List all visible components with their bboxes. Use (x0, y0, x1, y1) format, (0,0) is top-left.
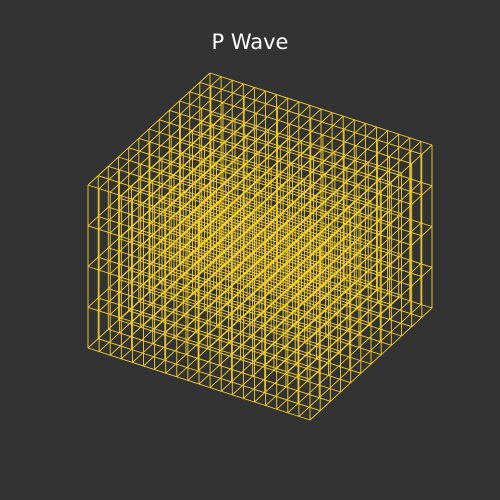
grid-row-line (108, 206, 331, 280)
grid-row-line (169, 109, 392, 183)
grid-row-line (108, 328, 331, 402)
grid-row-line (169, 272, 392, 346)
grid-row-line (87, 225, 311, 299)
grid-row-line (169, 232, 392, 306)
grid-row-line (118, 197, 341, 271)
grid-row-line (98, 297, 321, 371)
grid-row-line (128, 147, 351, 221)
grid-row-line (108, 288, 331, 362)
grid-row-line (87, 266, 311, 339)
plot-title: P Wave (211, 30, 289, 54)
grid-row-line (179, 263, 402, 337)
grid-row-line (87, 184, 311, 258)
grid-row-line (118, 238, 341, 311)
grid-row-line (199, 81, 422, 155)
grid-row-line (138, 178, 361, 252)
grid-row-line (169, 191, 392, 265)
grid-row-line (108, 165, 331, 239)
grid-row-line (108, 247, 331, 321)
grid-row-line (199, 244, 422, 318)
grid-row-line (98, 338, 321, 412)
grid-row-line (209, 154, 433, 227)
grid-row-line (98, 215, 321, 289)
grid-row-line (209, 72, 433, 146)
grid-row-line (179, 100, 402, 174)
grid-row-line (179, 182, 402, 255)
grid-row-line (118, 319, 341, 393)
grid-row-line (98, 256, 321, 330)
grid-row-line (148, 128, 372, 202)
grid-row-line (199, 204, 422, 278)
grid-row-line (169, 150, 392, 224)
grid-row-line (138, 260, 361, 334)
grid-row-line (189, 91, 412, 165)
grid-row-line (209, 235, 433, 309)
grid-row-line (199, 163, 422, 237)
grid-row-line (138, 137, 361, 211)
grid-row-line (87, 347, 311, 421)
grid-row-line (148, 291, 372, 365)
grid-row-line (138, 300, 361, 374)
grid-row-line (87, 306, 311, 380)
grid-row-line (148, 210, 372, 283)
grid-row-line (138, 219, 361, 293)
grid-row-line (159, 119, 382, 193)
grid-row-line (118, 156, 341, 230)
grid-row-line (98, 175, 321, 249)
grid-row-line (118, 278, 341, 352)
grid-row-line (199, 122, 422, 196)
